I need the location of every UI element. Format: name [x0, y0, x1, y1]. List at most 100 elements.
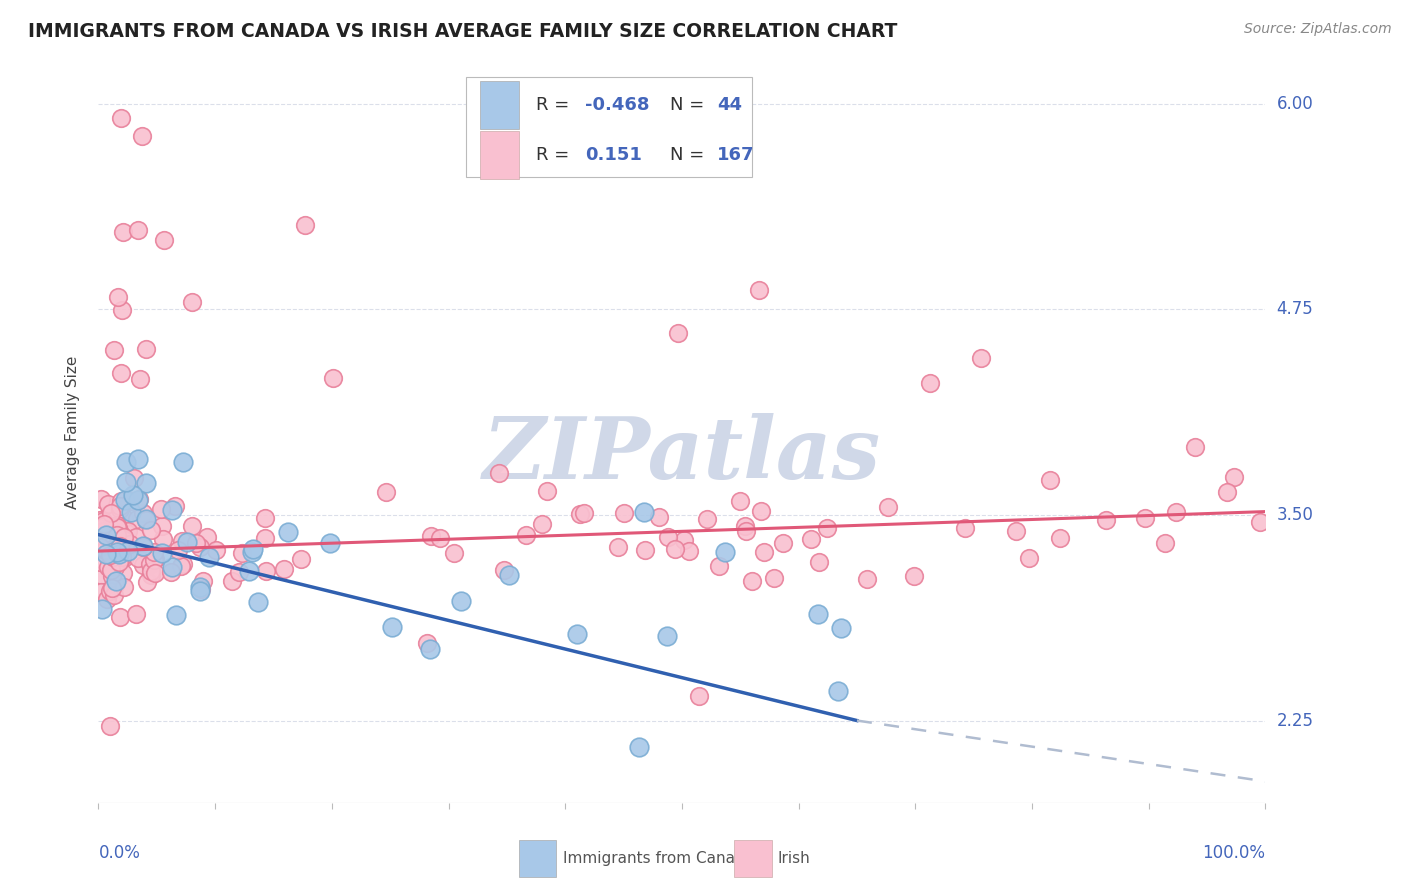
Point [93, 516, 115, 531]
Point [800, 532, 823, 546]
Point [101, 549, 124, 564]
Point [128, 492, 150, 507]
Point [96, 528, 118, 542]
Point [117, 524, 139, 538]
Point [127, 222, 149, 236]
Point [273, 562, 295, 576]
Point [228, 565, 250, 579]
Point [90, 585, 112, 599]
Point [186, 536, 208, 550]
Point [89, 555, 111, 569]
Text: 3.50: 3.50 [1277, 506, 1313, 524]
Text: N =: N = [671, 146, 710, 164]
Point [107, 521, 129, 535]
Point [118, 537, 141, 551]
Point [115, 475, 138, 490]
Point [104, 555, 127, 569]
Point [125, 531, 148, 545]
Point [231, 546, 253, 560]
Point [141, 567, 163, 582]
Point [762, 571, 785, 585]
Point [204, 542, 226, 557]
Point [114, 580, 136, 594]
Point [1018, 551, 1040, 566]
Point [110, 112, 132, 126]
Point [188, 580, 211, 594]
Point [150, 501, 173, 516]
Point [111, 566, 134, 580]
Point [89, 541, 111, 555]
Point [772, 536, 794, 550]
Point [827, 683, 849, 698]
Point [111, 549, 134, 564]
Point [856, 572, 879, 586]
Point [101, 581, 124, 595]
Point [657, 530, 679, 544]
Point [104, 578, 127, 592]
Point [195, 530, 218, 544]
Point [696, 512, 718, 526]
Point [96, 543, 118, 558]
Point [830, 621, 852, 635]
Text: 167: 167 [717, 146, 755, 164]
Point [96, 547, 118, 561]
Point [1095, 513, 1118, 527]
Text: IMMIGRANTS FROM CANADA VS IRISH AVERAGE FAMILY SIZE CORRELATION CHART: IMMIGRANTS FROM CANADA VS IRISH AVERAGE … [28, 22, 897, 41]
Point [903, 568, 925, 582]
Point [678, 543, 700, 558]
Text: -0.468: -0.468 [585, 96, 650, 114]
Point [111, 302, 134, 317]
Point [277, 525, 299, 540]
Point [138, 557, 160, 571]
Point [381, 620, 404, 634]
Point [488, 466, 510, 480]
Point [648, 510, 671, 524]
Point [734, 518, 756, 533]
Point [162, 559, 184, 574]
Point [498, 568, 520, 582]
Point [1135, 510, 1157, 524]
Point [166, 607, 188, 622]
Point [98, 583, 121, 598]
Point [145, 552, 167, 566]
Point [181, 519, 204, 533]
Point [143, 566, 166, 580]
Point [752, 545, 775, 559]
Point [953, 521, 976, 535]
Point [877, 500, 900, 515]
Point [103, 343, 125, 358]
Point [1184, 440, 1206, 454]
FancyBboxPatch shape [465, 78, 752, 178]
Point [105, 545, 128, 559]
Point [290, 551, 312, 566]
Point [107, 546, 129, 560]
Point [97, 560, 120, 574]
Point [103, 588, 125, 602]
Point [93, 519, 115, 533]
Point [114, 493, 136, 508]
FancyBboxPatch shape [479, 131, 519, 179]
Text: 0.151: 0.151 [585, 146, 643, 164]
Point [127, 551, 149, 566]
Point [172, 557, 194, 571]
Point [108, 499, 131, 513]
Point [319, 535, 342, 549]
Point [108, 547, 131, 561]
Point [139, 564, 162, 578]
Point [127, 511, 149, 525]
Point [93, 524, 115, 538]
Point [98, 719, 121, 733]
Text: 44: 44 [717, 96, 742, 114]
Text: 0.0%: 0.0% [98, 844, 141, 862]
Point [100, 506, 122, 520]
Point [143, 545, 166, 559]
Point [536, 483, 558, 498]
Point [125, 607, 148, 621]
Point [105, 528, 128, 542]
Text: R =: R = [536, 96, 575, 114]
Point [167, 542, 190, 557]
Point [132, 539, 155, 553]
Point [122, 471, 145, 485]
Point [668, 326, 690, 341]
Point [1049, 531, 1071, 545]
